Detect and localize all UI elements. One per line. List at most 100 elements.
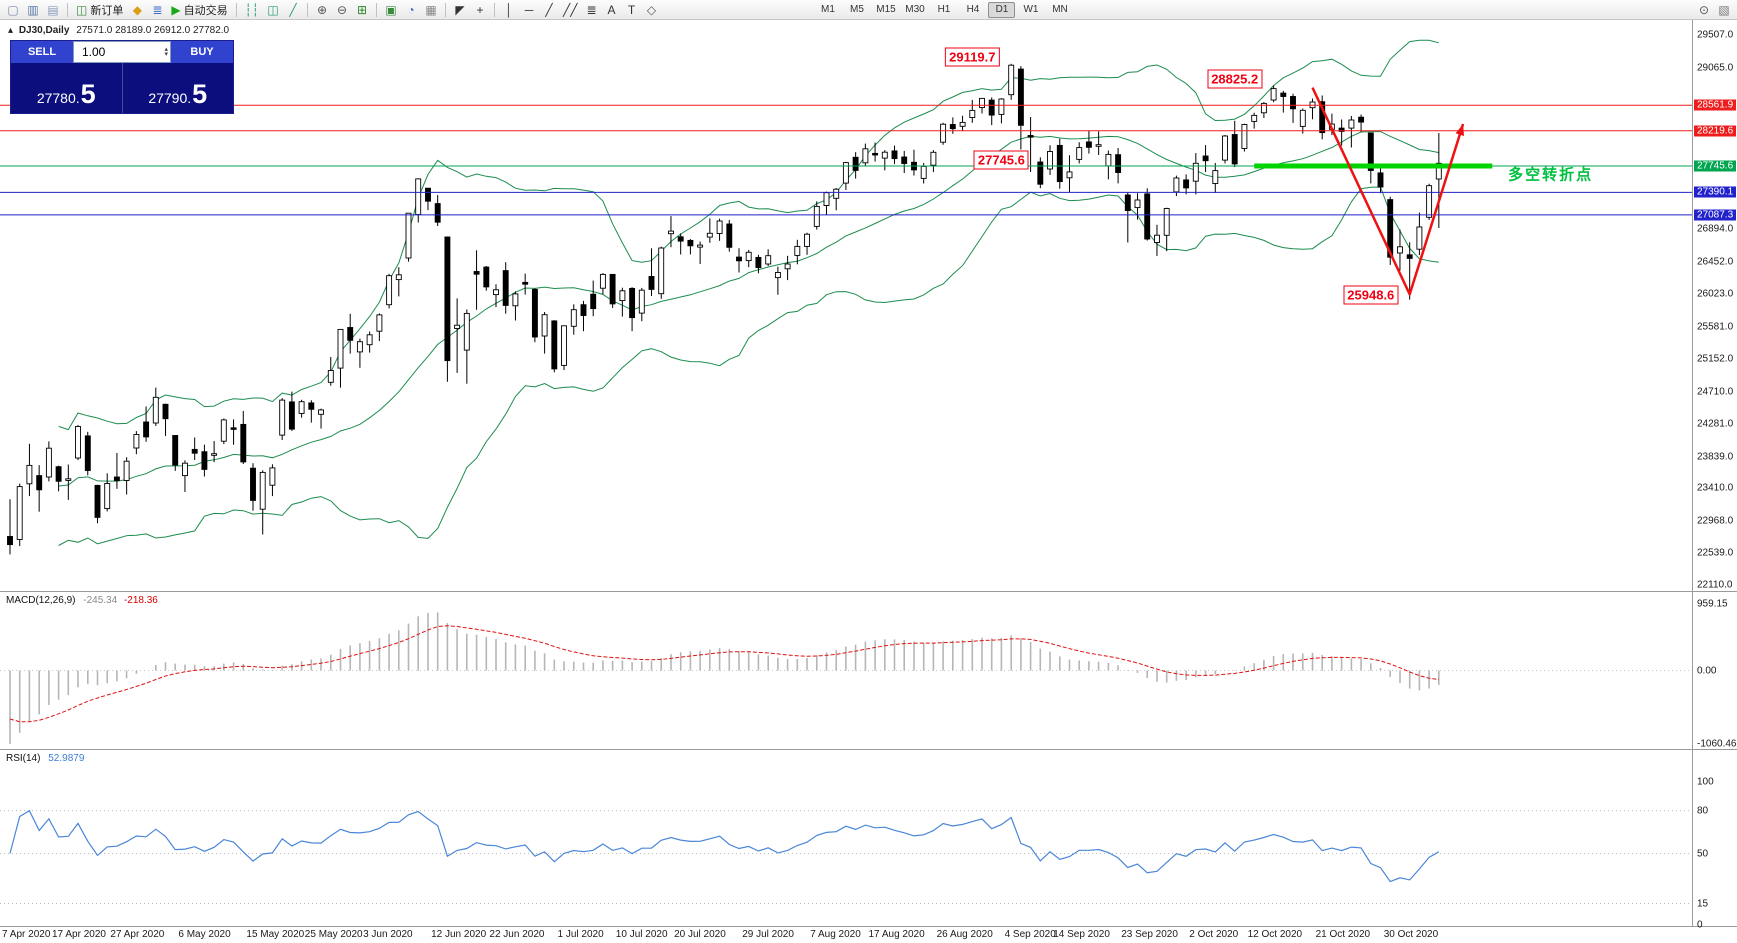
search-icon[interactable]: ⊙ xyxy=(1695,1,1713,18)
panel-divider[interactable] xyxy=(0,748,1737,751)
sell-price-button[interactable]: 27780. 5 xyxy=(11,63,123,113)
new-order-button[interactable]: ◫ 新订单 xyxy=(73,1,126,18)
horizontal-line-icon: ─ xyxy=(524,2,534,17)
ohlc-readout: 27571.0 28189.0 26912.0 27782.0 xyxy=(76,25,230,36)
timeframe-button-W1[interactable]: W1 xyxy=(1023,4,1039,15)
autotrading-button: ▶ xyxy=(171,2,181,17)
chart-window-icon: ▥ xyxy=(27,2,39,17)
macd-title: MACD(12,26,9) xyxy=(6,595,76,606)
new-window-icon: ▢ xyxy=(7,2,19,17)
toolbar-separator xyxy=(494,2,496,17)
timeframe-button-M15[interactable]: M15 xyxy=(876,4,896,15)
vertical-line-icon: │ xyxy=(505,2,513,17)
data-window-icon: ▦ xyxy=(425,2,437,17)
new-order-button: ◫ xyxy=(76,2,88,17)
buy-price-button[interactable]: 27790. 5 xyxy=(123,63,234,113)
one-click-trading-panel: SELL 1.00 ▴ ▾ BUY 27780. 5 27790. 5 xyxy=(10,40,234,114)
tile-windows-icon[interactable]: ⊞ xyxy=(353,1,371,18)
vertical-line-icon[interactable]: │ xyxy=(500,1,518,18)
channel-icon[interactable]: ╱╱ xyxy=(560,1,580,18)
panel-divider[interactable] xyxy=(0,590,1737,593)
volume-input[interactable]: 1.00 ▴ ▾ xyxy=(73,41,171,63)
timeframe-button-H1[interactable]: H1 xyxy=(937,4,951,15)
horizontal-line-icon[interactable]: ─ xyxy=(520,1,538,18)
autotrading-button-label: 自动交易 xyxy=(183,4,228,17)
bar-chart-type-icon: ┆┆ xyxy=(244,2,260,17)
timeframe-button-D1[interactable]: D1 xyxy=(988,1,1016,18)
toolbar-separator xyxy=(445,2,447,17)
candle-chart-type-icon[interactable]: ◫ xyxy=(264,1,282,18)
sell-price-value: 27780. xyxy=(36,89,80,106)
fibonacci-icon: ≣ xyxy=(586,2,597,17)
macd-value: -245.34 xyxy=(83,595,118,606)
main-toolbar: ▢ ▥ ▤ ◫ 新订单 ◆ ≣ ▶ 自动交易 ┆┆ ◫ ╱ ⊕ ⊖ ⊞ ▣ ◔ ▦ ◤ + │ ─ ╱ ╱╱ ≣ A T ◇ M1 M5 M… xyxy=(0,0,1737,20)
line-chart-type-ic: ╱ xyxy=(289,2,297,17)
profiles-icon[interactable]: ◔ xyxy=(402,1,420,18)
label-tool-icon[interactable]: T xyxy=(622,1,640,18)
timeframe-button-H4[interactable]: H4 xyxy=(966,4,980,15)
new-order-button-label: 新订单 xyxy=(90,4,124,17)
panel-divider[interactable] xyxy=(0,925,1737,928)
indicators-icon[interactable]: ◆ xyxy=(128,1,146,18)
fibonacci-icon[interactable]: ≣ xyxy=(582,1,600,18)
volume-value: 1.00 xyxy=(82,45,106,59)
buy-price-value: 27790. xyxy=(148,89,192,106)
rsi-value: 52.9879 xyxy=(48,753,85,764)
new-window-icon[interactable]: ▢ xyxy=(4,1,22,18)
rsi-indicator-label: RSI(14) 52.9879 xyxy=(6,753,84,764)
zoom-out-icon: ⊖ xyxy=(337,2,348,17)
text-tool-icon: A xyxy=(607,2,616,17)
clipboard-icon: ▤ xyxy=(47,2,59,17)
buy-button[interactable]: BUY xyxy=(171,41,233,63)
depth-of-market-icon: ≣ xyxy=(152,2,163,17)
collapse-panel-icon[interactable]: ▴ xyxy=(8,25,14,36)
zoom-out-icon[interactable]: ⊖ xyxy=(333,1,351,18)
autotrading-button[interactable]: ▶ 自动交易 xyxy=(168,1,230,18)
window-menu-icon: ▧ xyxy=(1718,2,1730,17)
timeframe-button-M1[interactable]: M1 xyxy=(821,4,835,15)
trendline-icon: ╱ xyxy=(545,2,553,17)
buy-price-fraction: 5 xyxy=(192,79,208,110)
timeframe-button-M30[interactable]: M30 xyxy=(905,4,925,15)
bar-chart-type-icon[interactable]: ┆┆ xyxy=(242,1,262,18)
window-menu-icon[interactable]: ▧ xyxy=(1715,1,1733,18)
zoom-in-icon[interactable]: ⊕ xyxy=(313,1,331,18)
rsi-title: RSI(14) xyxy=(6,753,41,764)
volume-up-button[interactable]: ▴ xyxy=(164,46,168,53)
clipboard-icon[interactable]: ▤ xyxy=(44,1,62,18)
toolbar-separator xyxy=(376,2,378,17)
line-chart-type-ic[interactable]: ╱ xyxy=(284,1,302,18)
crosshair-icon[interactable]: + xyxy=(471,1,489,18)
new-chart-icon: ▣ xyxy=(385,2,397,17)
toolbar-separator xyxy=(67,2,68,17)
new-chart-icon[interactable]: ▣ xyxy=(382,1,400,18)
toolbar-separator xyxy=(307,2,309,17)
depth-of-market-icon[interactable]: ≣ xyxy=(148,1,166,18)
data-window-icon[interactable]: ▦ xyxy=(422,1,440,18)
zoom-in-icon: ⊕ xyxy=(317,2,328,17)
profiles-icon: ◔ xyxy=(407,2,415,17)
crosshair-icon: + xyxy=(476,2,484,17)
text-tool-icon[interactable]: A xyxy=(602,1,620,18)
channel-icon: ╱╱ xyxy=(563,2,578,17)
sell-button[interactable]: SELL xyxy=(11,41,73,63)
timeframe-button-MN[interactable]: MN xyxy=(1052,4,1068,15)
timeframe-button-M5[interactable]: M5 xyxy=(850,4,864,15)
tile-windows-icon: ⊞ xyxy=(357,2,368,17)
toolbar-separator xyxy=(235,2,237,17)
label-tool-icon: T xyxy=(627,2,636,17)
cursor-icon: ◤ xyxy=(455,2,465,17)
sell-price-fraction: 5 xyxy=(80,79,96,110)
shapes-tool-icon: ◇ xyxy=(646,2,657,17)
shapes-tool-icon[interactable]: ◇ xyxy=(642,1,660,18)
cursor-icon[interactable]: ◤ xyxy=(451,1,469,18)
macd-indicator-label: MACD(12,26,9) -245.34 -218.36 xyxy=(6,595,158,606)
trendline-icon[interactable]: ╱ xyxy=(540,1,558,18)
chart-window-icon[interactable]: ▥ xyxy=(24,1,42,18)
chart-title: ▴ DJ30,Daily 27571.0 28189.0 26912.0 277… xyxy=(8,25,229,36)
volume-down-button[interactable]: ▾ xyxy=(164,51,168,58)
indicators-icon: ◆ xyxy=(132,2,142,17)
search-icon: ⊙ xyxy=(1698,2,1710,17)
